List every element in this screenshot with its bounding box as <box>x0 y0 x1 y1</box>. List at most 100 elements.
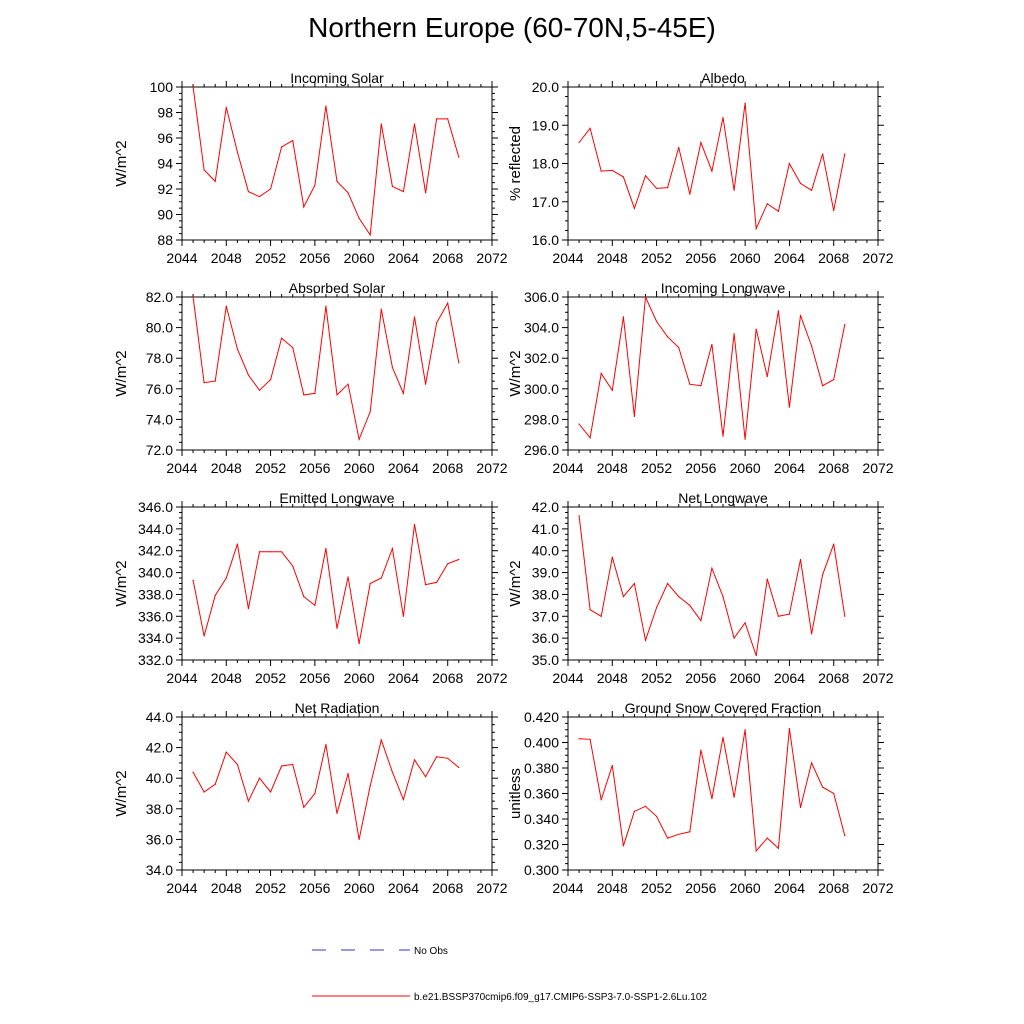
data-point <box>380 739 382 741</box>
data-point <box>633 582 636 585</box>
data-point <box>303 206 305 208</box>
data-point <box>281 146 283 148</box>
panel-title: Emitted Longwave <box>279 490 394 506</box>
x-tick-label: 2048 <box>211 460 242 476</box>
data-point <box>303 806 305 808</box>
data-point <box>325 547 327 550</box>
y-tick-label: 80.0 <box>146 320 173 336</box>
data-point <box>678 346 680 349</box>
data-point <box>347 383 349 385</box>
data-point <box>413 759 416 761</box>
data-point <box>314 392 316 394</box>
legend-model-label: b.e21.BSSP370cmip6.f09_g17.CMIP6-SSP3-7.… <box>414 992 707 1003</box>
data-point <box>755 850 757 852</box>
series-line <box>192 738 460 840</box>
data-point <box>600 615 602 617</box>
x-tick-label: 2056 <box>299 880 330 896</box>
panels-group: Incoming Solar 88 90 92 94 96 98 100 2044 2048 205… <box>113 70 894 896</box>
data-point <box>203 635 205 637</box>
data-point <box>192 579 194 581</box>
y-tick-label: 88 <box>157 232 173 248</box>
data-point <box>247 374 250 376</box>
data-point <box>314 184 316 186</box>
data-point <box>214 380 216 382</box>
data-point <box>458 558 460 561</box>
data-point <box>711 567 713 569</box>
data-point <box>644 296 647 298</box>
data-point <box>589 609 591 611</box>
x-tick-label: 2060 <box>344 880 375 896</box>
data-point <box>247 190 250 193</box>
data-point <box>766 375 768 378</box>
data-point <box>214 594 216 597</box>
data-point <box>391 547 393 550</box>
y-axis-label: W/m^2 <box>113 770 130 816</box>
data-point <box>458 362 460 364</box>
data-point <box>347 576 349 578</box>
figure-title: Northern Europe (60-70N,5-45E) <box>308 12 716 43</box>
y-tick-label: 82.0 <box>146 289 173 305</box>
panel-title: Absorbed Solar <box>289 280 386 296</box>
data-point <box>655 606 658 609</box>
data-point <box>733 333 735 335</box>
data-point <box>622 596 624 598</box>
x-tick-label: 2052 <box>641 670 672 686</box>
data-point <box>600 799 602 801</box>
y-tick-label: 16.0 <box>532 232 559 248</box>
x-tick-label: 2064 <box>774 460 805 476</box>
data-point <box>225 577 227 579</box>
y-tick-label: 336.0 <box>138 608 173 624</box>
x-tick-label: 2072 <box>476 250 507 266</box>
x-tick-label: 2068 <box>432 250 463 266</box>
y-tick-label: 36.0 <box>146 831 173 847</box>
x-tick-label: 2052 <box>255 250 286 266</box>
data-point <box>391 185 393 188</box>
data-point <box>844 153 846 155</box>
x-tick-label: 2048 <box>597 880 628 896</box>
panel-title: Net Longwave <box>678 490 768 506</box>
data-point <box>799 314 802 316</box>
x-tick-label: 2044 <box>552 250 583 266</box>
x-tick-label: 2052 <box>255 670 286 686</box>
x-tick-label: 2048 <box>597 460 628 476</box>
x-tick-label: 2064 <box>774 880 805 896</box>
y-tick-label: 40.0 <box>146 770 173 786</box>
data-point <box>711 798 713 800</box>
x-tick-label: 2064 <box>388 880 419 896</box>
data-point <box>667 336 669 338</box>
y-tick-label: 34.0 <box>146 862 173 878</box>
y-axis-label: W/m^2 <box>113 560 130 606</box>
x-tick-label: 2056 <box>299 250 330 266</box>
x-tick-label: 2068 <box>818 460 849 476</box>
data-point <box>269 551 272 553</box>
y-tick-label: 40.0 <box>532 543 559 559</box>
data-point <box>402 799 405 801</box>
data-point <box>700 620 702 622</box>
data-point <box>788 613 791 615</box>
data-point <box>436 322 438 324</box>
data-point <box>391 771 393 773</box>
data-point <box>633 207 636 209</box>
plot-frame <box>181 716 493 871</box>
data-point <box>413 523 416 526</box>
data-point <box>203 791 205 793</box>
data-point <box>214 783 216 785</box>
y-tick-label: 78.0 <box>146 350 173 366</box>
x-tick-label: 2064 <box>774 250 805 266</box>
x-tick-label: 2052 <box>641 880 672 896</box>
y-tick-label: 74.0 <box>146 411 173 427</box>
data-point <box>833 379 835 381</box>
y-tick-label: 38.0 <box>532 586 559 602</box>
data-point <box>733 189 735 191</box>
data-point <box>622 176 624 178</box>
data-point <box>644 805 647 807</box>
data-point <box>436 581 438 584</box>
data-point <box>402 615 405 617</box>
y-axis-label: W/m^2 <box>507 350 524 396</box>
x-tick-label: 2048 <box>211 670 242 686</box>
x-tick-label: 2064 <box>388 460 419 476</box>
data-point <box>722 736 724 739</box>
data-point <box>281 337 283 339</box>
data-point <box>844 323 846 326</box>
data-point <box>303 394 305 396</box>
